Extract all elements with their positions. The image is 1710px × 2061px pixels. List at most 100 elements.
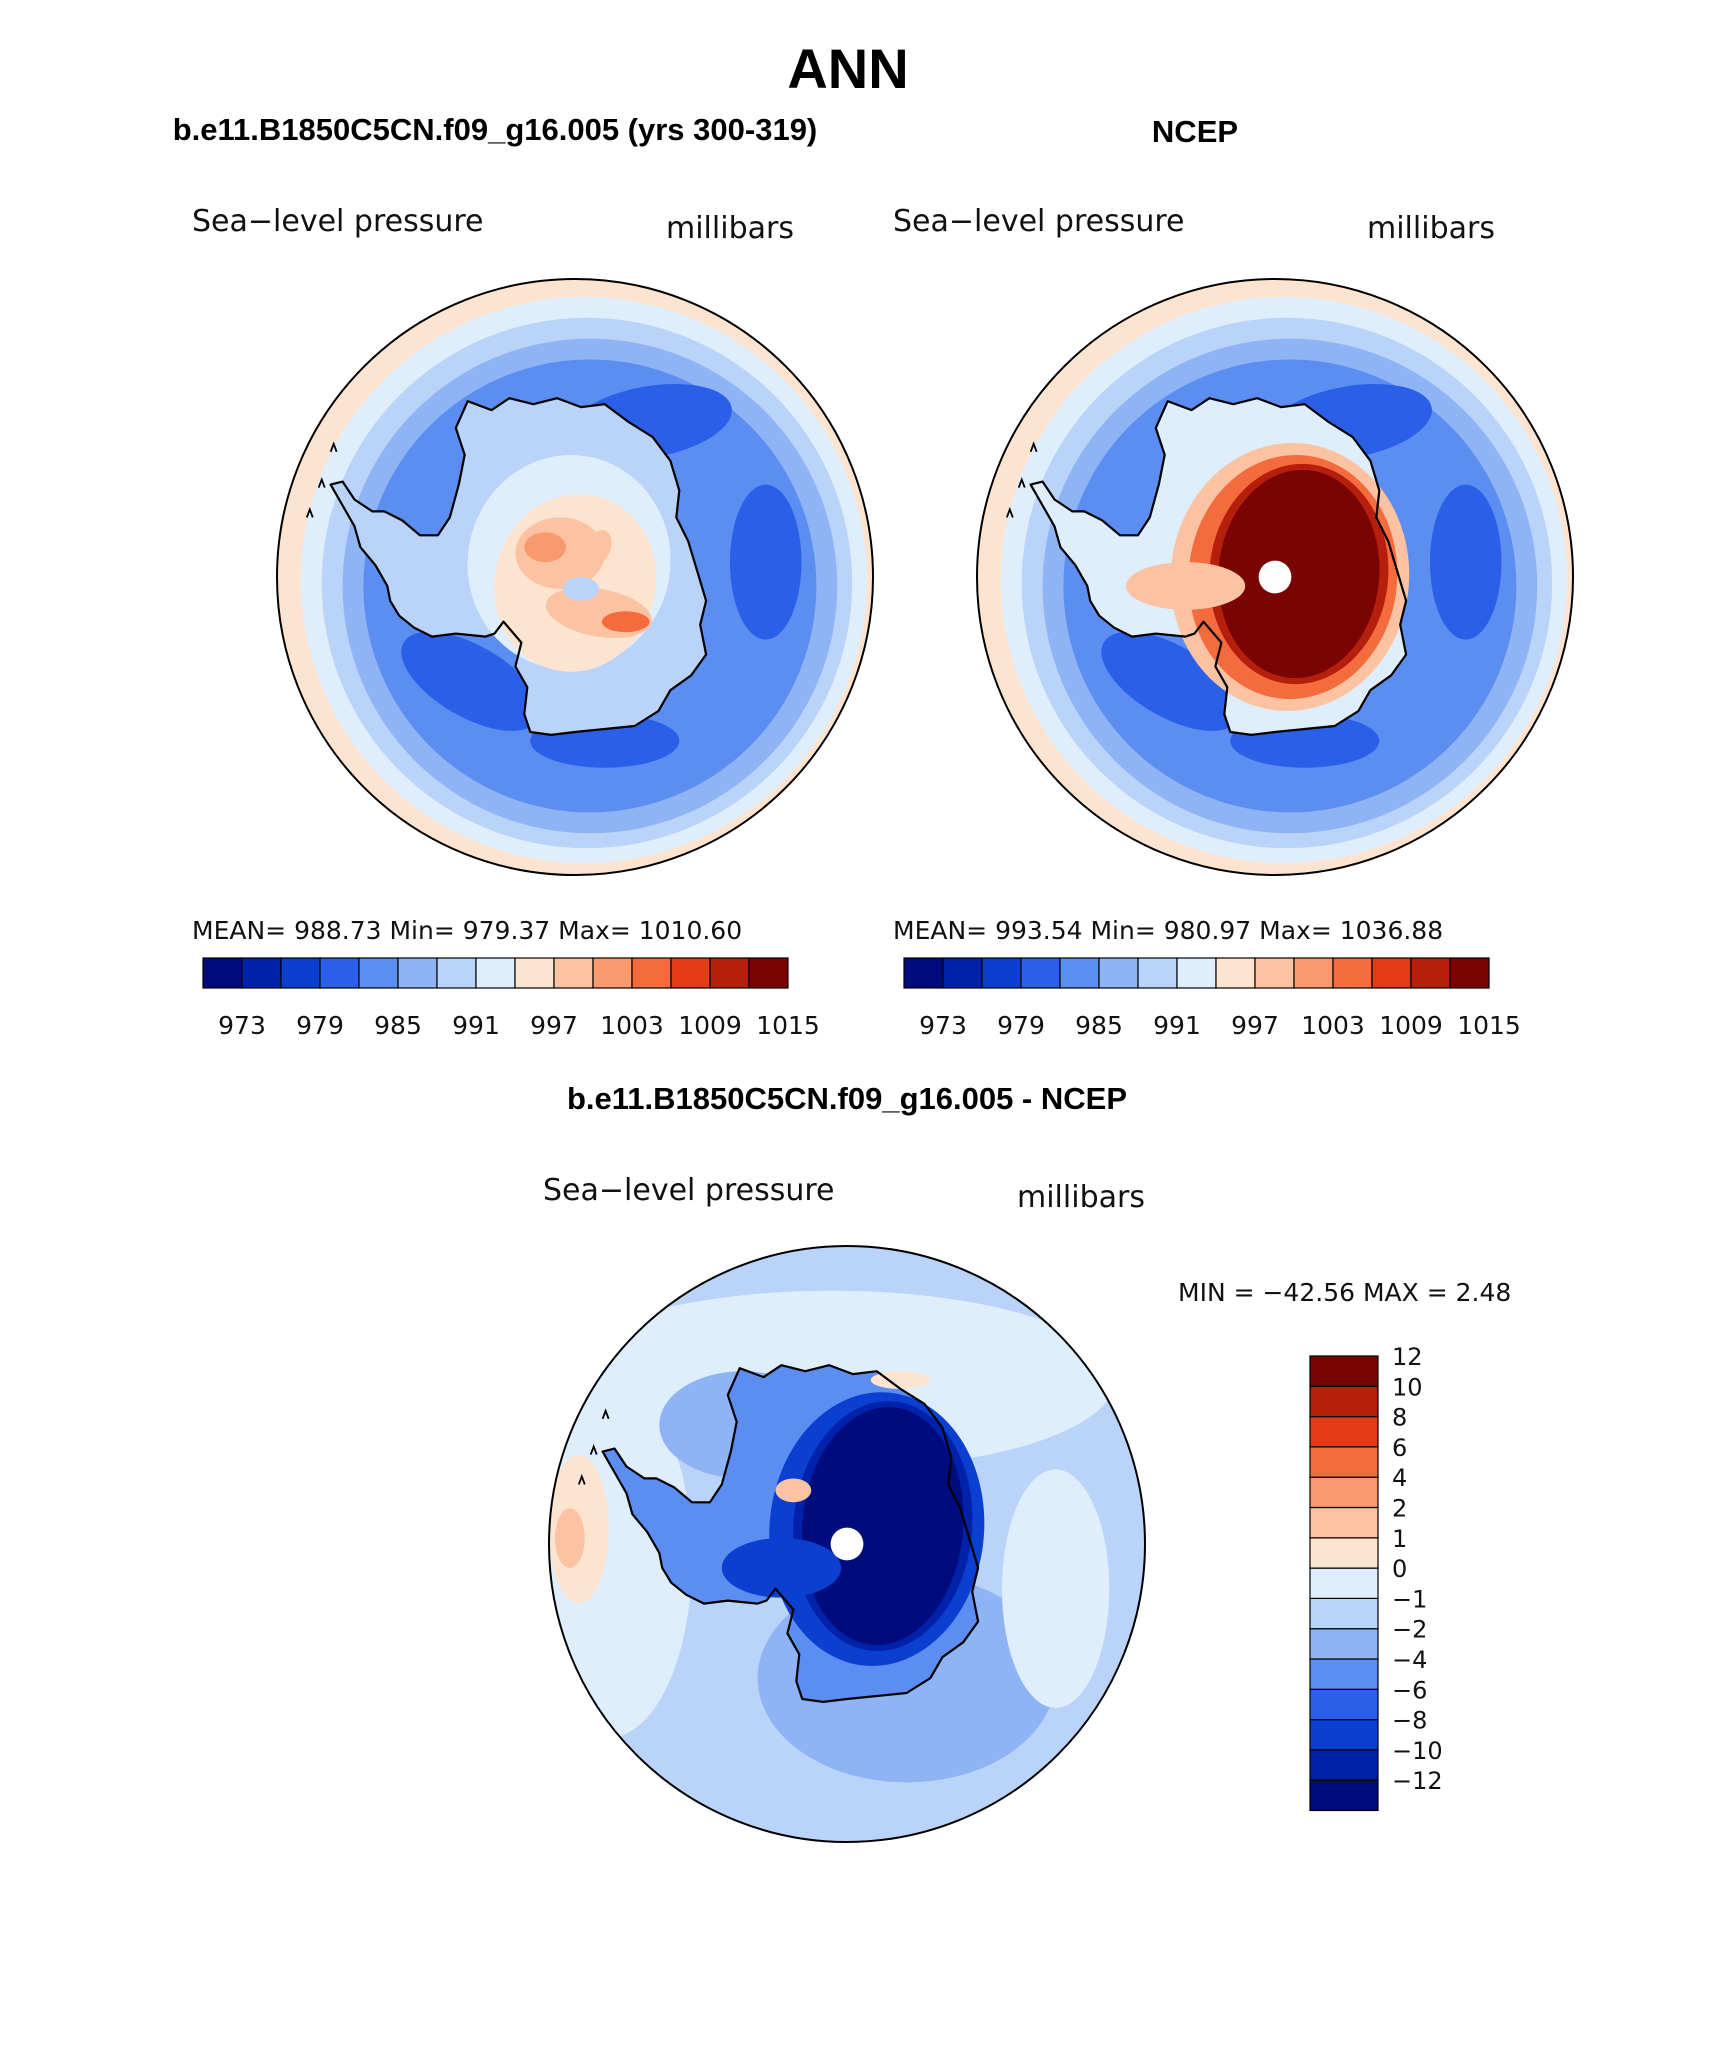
- panel-model-stats: MEAN= 988.73 Min= 979.37 Max= 1010.60: [192, 916, 742, 945]
- colorbar-swatch: [358, 957, 399, 989]
- colorbar-swatch: [1332, 957, 1373, 989]
- colorbar-swatch: [942, 957, 983, 989]
- colorbar-swatch: [436, 957, 477, 989]
- panel-diff-heading: b.e11.B1850C5CN.f09_g16.005 - NCEP: [567, 1081, 1127, 1116]
- colorbar-tick-label: 1015: [1457, 1011, 1521, 1040]
- colorbar-swatch: [1309, 1567, 1379, 1599]
- colorbar-swatch: [1449, 957, 1490, 989]
- colorbar-swatch: [1020, 957, 1061, 989]
- panel-obs-variable: Sea−level pressure: [893, 204, 1184, 239]
- colorbar-swatch: [1309, 1506, 1379, 1539]
- colorbar-swatch: [748, 957, 789, 989]
- contour-region: [554, 1508, 585, 1568]
- colorbar-swatch: [1371, 957, 1412, 989]
- colorbar-tick-label: 979: [997, 1011, 1045, 1040]
- colorbar-tick-label: 1009: [678, 1011, 742, 1040]
- pole-mask: [1258, 560, 1292, 594]
- contour-region: [586, 529, 612, 565]
- colorbar-tick-label: 985: [1075, 1011, 1123, 1040]
- coastline: [1029, 397, 1408, 736]
- colorbar-swatch: [903, 957, 944, 989]
- polar-map-obs: [977, 279, 1573, 875]
- colorbar-tick-label: −4: [1392, 1646, 1427, 1674]
- figure-title: ANN: [787, 37, 908, 100]
- colorbar-tick-label: −1: [1392, 1585, 1427, 1613]
- contour-region: [801, 1407, 964, 1646]
- contour-region: [524, 532, 567, 563]
- colorbar-swatch: [1309, 1385, 1379, 1418]
- island-outline: [329, 441, 338, 453]
- contour-region: [1218, 469, 1380, 679]
- colorbar-swatch: [1309, 1446, 1379, 1478]
- colorbar-tick-label: −8: [1392, 1707, 1427, 1735]
- panel-diff: b.e11.B1850C5CN.f09_g16.005 - NCEP Sea−l…: [543, 1081, 1511, 1843]
- colorbar-tick-label: 1015: [756, 1011, 820, 1040]
- island-outline: [305, 506, 314, 518]
- contour-region: [601, 611, 650, 633]
- colorbar-swatch: [1254, 957, 1295, 989]
- colorbar-swatch: [319, 957, 360, 989]
- contour-region: [401, 631, 541, 731]
- colorbar-swatch: [280, 957, 321, 989]
- colorbar-swatch: [241, 957, 282, 989]
- island-outline: [601, 1408, 610, 1420]
- island-outline: [317, 477, 326, 488]
- contour-region: [721, 1538, 842, 1598]
- colorbar-swatch: [1309, 1415, 1379, 1448]
- colorbar-swatch: [1309, 1718, 1379, 1751]
- colorbar-swatch: [1309, 1597, 1379, 1630]
- island-outline: [589, 1444, 598, 1455]
- colorbar-swatch: [475, 957, 516, 989]
- colorbar-tick-label: −10: [1392, 1737, 1443, 1765]
- colorbar-swatch: [1309, 1749, 1379, 1781]
- colorbar-swatch: [670, 957, 711, 989]
- panel-model-heading: b.e11.B1850C5CN.f09_g16.005 (yrs 300-319…: [173, 112, 818, 147]
- colorbar-swatch: [202, 957, 243, 989]
- colorbar-swatch: [514, 957, 555, 989]
- colorbar-swatch: [1215, 957, 1256, 989]
- contour-region: [563, 577, 599, 601]
- colorbar-tick-label: 997: [1231, 1011, 1279, 1040]
- colorbar-swatch: [397, 957, 438, 989]
- colorbar-tick-label: 1009: [1379, 1011, 1443, 1040]
- contour-region: [775, 1478, 812, 1503]
- contour-region: [1001, 1469, 1110, 1708]
- polar-map-diff: [549, 1246, 1145, 1842]
- panel-diff-stats: MIN = −42.56 MAX = 2.48: [1178, 1278, 1511, 1307]
- colorbar-swatch: [709, 957, 750, 989]
- colorbar-tick-label: 973: [218, 1011, 266, 1040]
- panel-diff-units: millibars: [1017, 1180, 1145, 1215]
- colorbar-swatch: [1309, 1628, 1379, 1660]
- contour-region: [1429, 484, 1502, 640]
- island-outline: [577, 1473, 586, 1485]
- panel-obs-stats: MEAN= 993.54 Min= 980.97 Max= 1036.88: [893, 916, 1443, 945]
- colorbar-swatch: [592, 957, 633, 989]
- panel-model-variable: Sea−level pressure: [192, 204, 483, 239]
- colorbar-tick-label: 1003: [600, 1011, 664, 1040]
- colorbar-swatch: [1309, 1658, 1379, 1690]
- colorbar-tick-label: 6: [1392, 1434, 1407, 1462]
- colorbar-model: 973 979 985 991 997 1003 1009 1015: [202, 957, 820, 1040]
- colorbar-tick-label: 1: [1392, 1525, 1407, 1553]
- colorbar-tick-label: 991: [1153, 1011, 1201, 1040]
- colorbar-swatch: [631, 957, 672, 989]
- colorbar-swatch: [981, 957, 1022, 989]
- colorbar-tick-label: 2: [1392, 1495, 1407, 1523]
- contour-region: [870, 1371, 931, 1390]
- colorbar-obs: 973 979 985 991 997 1003 1009 1015: [903, 957, 1521, 1040]
- colorbar-swatch: [1293, 957, 1334, 989]
- colorbar-tick-label: 1003: [1301, 1011, 1365, 1040]
- panel-obs-units: millibars: [1367, 211, 1495, 246]
- contour-region: [1101, 631, 1241, 731]
- colorbar-tick-label: 997: [530, 1011, 578, 1040]
- island-outline: [1005, 506, 1014, 518]
- colorbar-swatch: [1309, 1779, 1379, 1812]
- colorbar-swatch: [1309, 1537, 1379, 1569]
- colorbar-tick-label: −12: [1392, 1767, 1443, 1795]
- coastline: [601, 1364, 980, 1703]
- colorbar-tick-label: 4: [1392, 1464, 1407, 1492]
- colorbar-swatch: [553, 957, 594, 989]
- colorbar-swatch: [1176, 957, 1217, 989]
- panel-obs: NCEP Sea−level pressure millibars MEAN= …: [893, 114, 1574, 1040]
- colorbar-swatch: [1309, 1476, 1379, 1509]
